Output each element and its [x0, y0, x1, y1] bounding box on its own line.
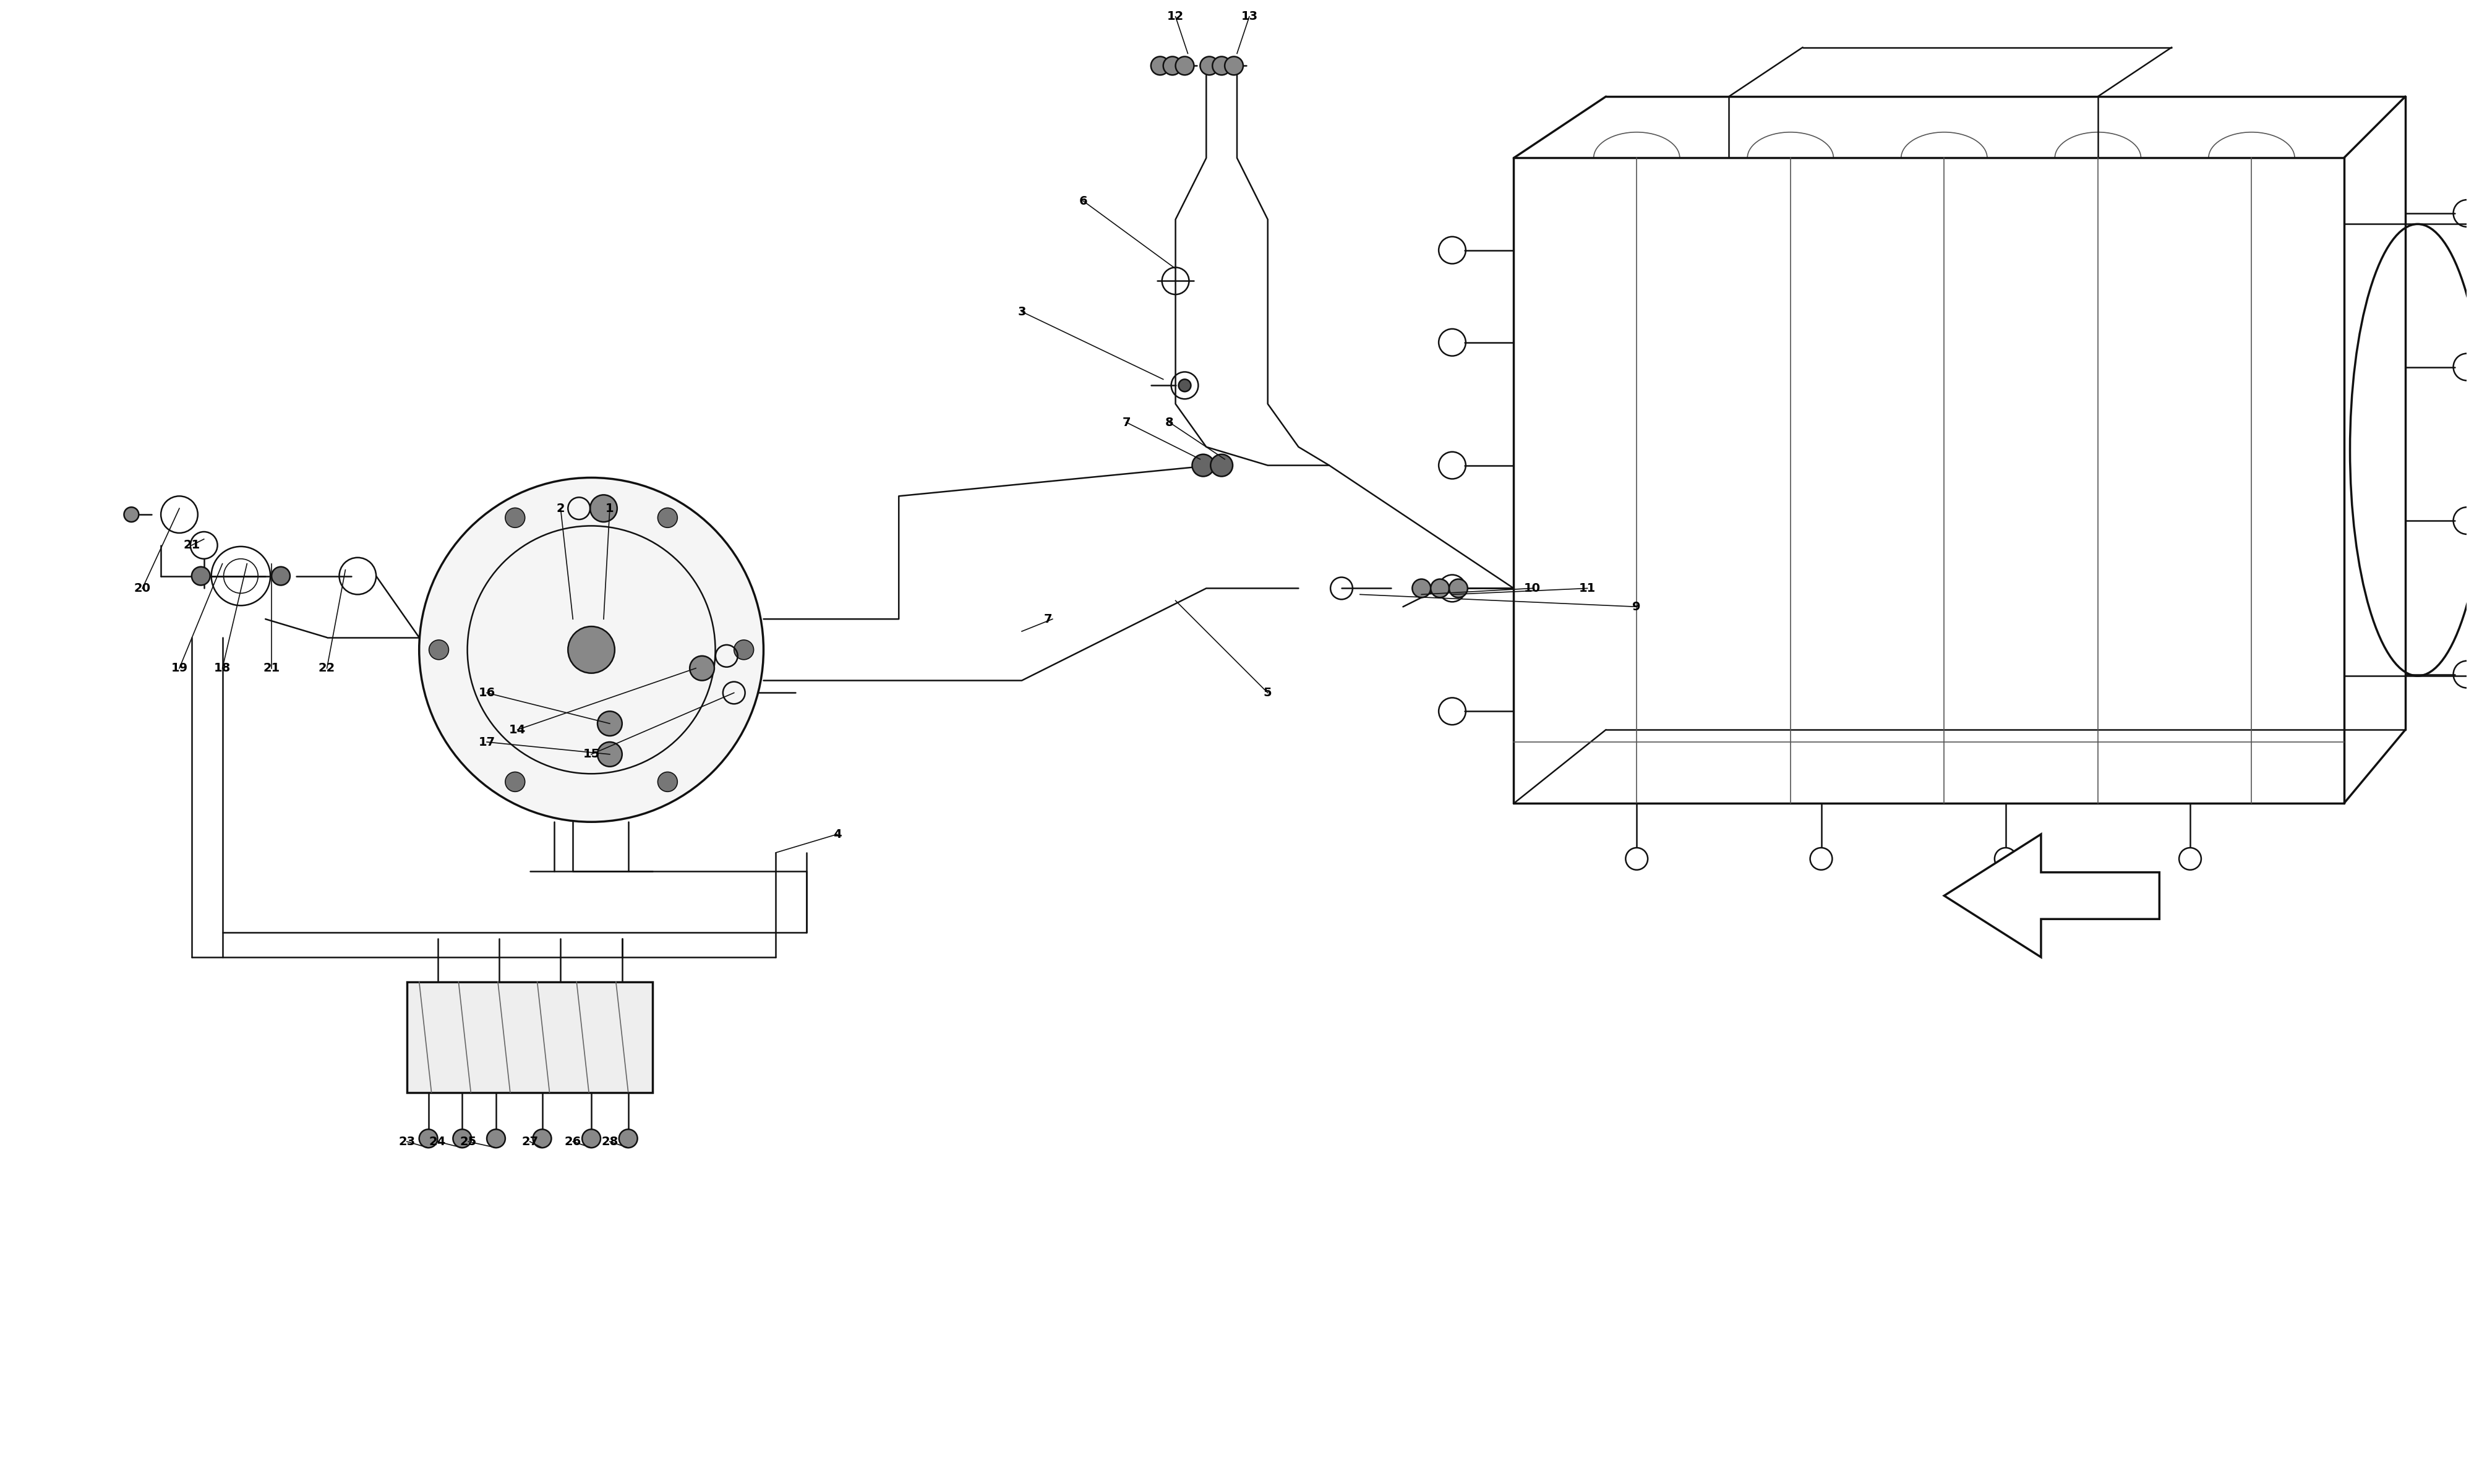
- Circle shape: [1212, 56, 1232, 76]
- Circle shape: [505, 772, 524, 791]
- Circle shape: [453, 1129, 473, 1147]
- Text: 21: 21: [262, 662, 280, 674]
- Circle shape: [487, 1129, 505, 1147]
- Text: 1: 1: [606, 503, 614, 515]
- Text: 28: 28: [601, 1135, 618, 1147]
- Text: 27: 27: [522, 1135, 539, 1147]
- Text: 3: 3: [1017, 306, 1027, 318]
- Circle shape: [1450, 579, 1467, 598]
- Text: 17: 17: [477, 736, 495, 748]
- Text: 12: 12: [1168, 10, 1185, 22]
- Text: 25: 25: [460, 1135, 477, 1147]
- Bar: [406, 982, 653, 1092]
- Circle shape: [658, 508, 678, 528]
- Text: 7: 7: [1044, 613, 1051, 625]
- Text: 11: 11: [1578, 582, 1596, 594]
- Text: 24: 24: [428, 1135, 445, 1147]
- Circle shape: [591, 494, 616, 522]
- Circle shape: [599, 711, 621, 736]
- Circle shape: [428, 640, 448, 659]
- Text: 16: 16: [477, 687, 495, 699]
- Circle shape: [569, 626, 614, 674]
- Circle shape: [658, 772, 678, 791]
- Circle shape: [532, 1129, 552, 1147]
- Text: 20: 20: [134, 582, 151, 594]
- Circle shape: [1430, 579, 1450, 598]
- Circle shape: [505, 508, 524, 528]
- Circle shape: [190, 567, 210, 585]
- Text: 21: 21: [183, 539, 200, 551]
- Circle shape: [1150, 56, 1170, 76]
- Text: 9: 9: [1633, 601, 1640, 613]
- Circle shape: [1210, 454, 1232, 476]
- Text: 10: 10: [1524, 582, 1541, 594]
- Text: 23: 23: [398, 1135, 416, 1147]
- Circle shape: [418, 478, 764, 822]
- Circle shape: [690, 656, 715, 681]
- Text: 5: 5: [1264, 687, 1272, 699]
- Circle shape: [1178, 380, 1190, 392]
- Polygon shape: [1945, 834, 2160, 957]
- Text: 22: 22: [319, 662, 336, 674]
- Circle shape: [1225, 56, 1242, 76]
- Text: 8: 8: [1165, 417, 1173, 429]
- Circle shape: [1163, 56, 1183, 76]
- Text: 6: 6: [1079, 194, 1089, 206]
- Circle shape: [124, 508, 139, 522]
- Text: 15: 15: [584, 748, 599, 760]
- Circle shape: [618, 1129, 638, 1147]
- Circle shape: [1200, 56, 1220, 76]
- Circle shape: [735, 640, 755, 659]
- Circle shape: [1413, 579, 1430, 598]
- Text: 14: 14: [510, 724, 527, 736]
- Circle shape: [1175, 56, 1195, 76]
- Text: 26: 26: [564, 1135, 581, 1147]
- Text: 2: 2: [557, 503, 564, 515]
- Text: 13: 13: [1242, 10, 1257, 22]
- Circle shape: [599, 742, 621, 767]
- Circle shape: [418, 1129, 438, 1147]
- Circle shape: [581, 1129, 601, 1147]
- Text: 4: 4: [834, 828, 841, 840]
- Text: 7: 7: [1123, 417, 1131, 429]
- Text: 19: 19: [171, 662, 188, 674]
- Circle shape: [272, 567, 289, 585]
- Circle shape: [1192, 454, 1215, 476]
- Text: 18: 18: [213, 662, 230, 674]
